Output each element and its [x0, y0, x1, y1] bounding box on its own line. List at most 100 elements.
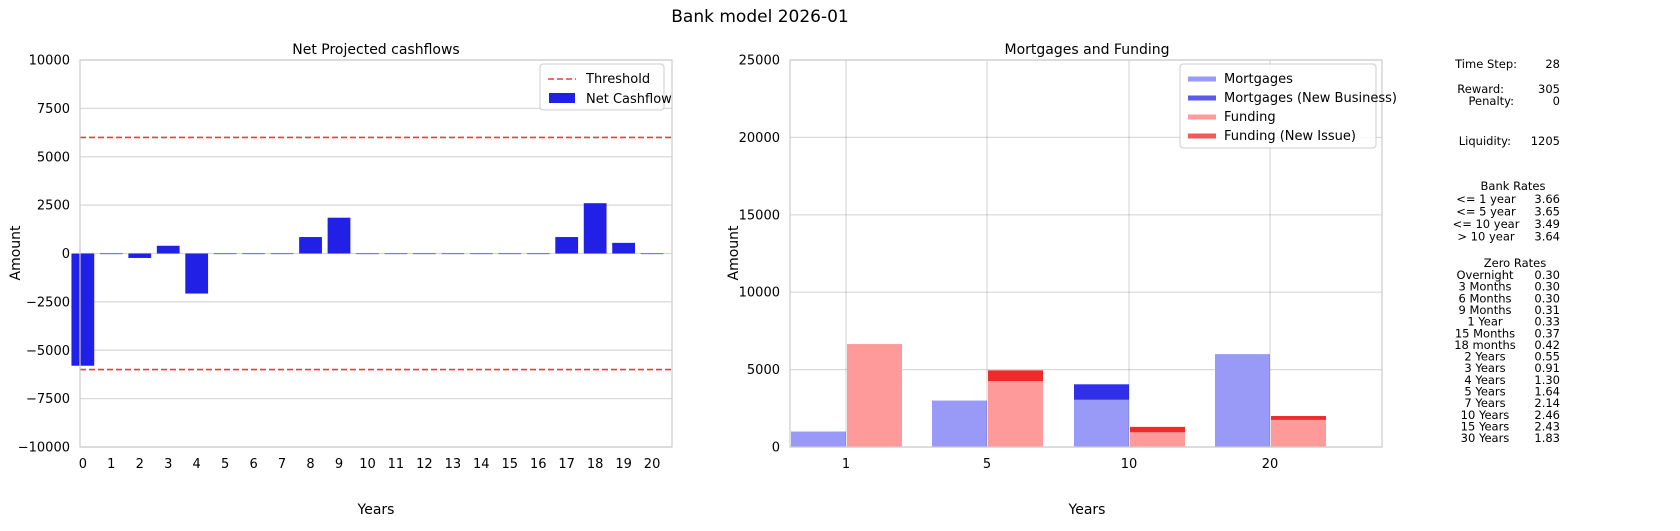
chart1-x-tick-label: 8 — [306, 457, 314, 472]
zero-rate-value: 1.64 — [1534, 385, 1560, 399]
zero-rate-value: 0.33 — [1534, 315, 1560, 329]
chart2-bars — [791, 344, 1326, 447]
chart1-y-tick-label: 5000 — [37, 150, 70, 165]
bank-rates-title: Bank Rates — [1481, 179, 1546, 193]
mortgages-new-business-bar — [1074, 384, 1129, 400]
penalty-value: 0 — [1553, 94, 1560, 108]
net-cashflow-bar — [356, 253, 379, 255]
liquidity-value: 1205 — [1531, 134, 1560, 148]
chart1-y-tick-label: 2500 — [37, 199, 70, 214]
funding-bar — [1130, 432, 1185, 447]
chart1-frame — [79, 59, 673, 448]
zero-rate-label: 9 Months — [1458, 303, 1511, 317]
chart1-x-tick-label: 20 — [644, 457, 661, 472]
chart1-title: Net Projected cashflows — [292, 42, 459, 58]
bank-rate-label: <= 5 year — [1456, 205, 1516, 219]
mortgages-bar — [1215, 354, 1270, 447]
funding-legend-label: Funding — [1224, 110, 1276, 125]
zero-rate-value: 2.14 — [1534, 396, 1560, 410]
funding-new-issue-bar — [988, 370, 1043, 382]
zero-rate-label: 2 Years — [1464, 350, 1505, 364]
zero-rate-label: 15 Years — [1461, 419, 1510, 433]
net-cashflow-legend-label: Net Cashflow — [586, 92, 672, 107]
zero-rate-value: 0.91 — [1534, 361, 1560, 375]
zero-rate-label: 10 Years — [1461, 408, 1510, 422]
zero-rate-label: 5 Years — [1464, 385, 1505, 399]
zero-rate-label: 6 Months — [1458, 291, 1511, 305]
net-cashflow-bar — [498, 253, 522, 255]
chart2-x-tick-label: 10 — [1121, 457, 1138, 472]
bank-rate-label: > 10 year — [1457, 230, 1515, 244]
zero-rates-title: Zero Rates — [1484, 256, 1546, 270]
bank-rate-value: 3.66 — [1534, 192, 1560, 206]
mortgages-funding-chart: Mortgages and Funding 250002000015000100… — [726, 42, 1397, 518]
bank-rate-value: 3.49 — [1534, 217, 1560, 231]
zero-rate-value: 0.31 — [1534, 303, 1560, 317]
zero-rate-label: 4 Years — [1464, 373, 1505, 387]
chart1-x-tick-label: 5 — [221, 457, 229, 472]
chart2-y-tick-label: 10000 — [739, 286, 780, 301]
chart2-x-ticks: 1 5 10 20 — [842, 457, 1278, 472]
net-cashflow-bar — [270, 253, 294, 255]
chart2-x-tick-label: 5 — [983, 457, 991, 472]
net-cashflow-chart: Net Projected cashflows 1000075005000250… — [8, 42, 673, 518]
chart1-x-tick-label: 9 — [335, 457, 343, 472]
zero-rate-label: Overnight — [1456, 268, 1514, 282]
mortgages-bar — [932, 400, 987, 447]
chart1-y-tick-label: 0 — [62, 247, 70, 262]
chart1-y-tick-label: −5000 — [26, 344, 70, 359]
mortgages-bar — [1074, 399, 1129, 447]
bank-rates-table: <= 1 year 3.66 <= 5 year 3.65 <= 10 year 3.49… — [1453, 192, 1560, 244]
mortgages-bar — [791, 431, 846, 447]
zero-rate-value: 0.42 — [1534, 338, 1560, 352]
net-cashflow-bar — [128, 253, 152, 258]
chart1-y-tick-label: −10000 — [18, 441, 70, 456]
chart1-x-tick-label: 4 — [193, 457, 201, 472]
chart1-x-tick-label: 10 — [359, 457, 376, 472]
net-cashflow-bar — [612, 242, 635, 254]
net-cashflow-bar — [555, 237, 579, 254]
net-cashflow-bar — [327, 217, 351, 254]
chart1-x-tick-label: 15 — [501, 457, 518, 472]
chart2-y-tick-label: 25000 — [739, 54, 780, 69]
penalty-label: Penalty: — [1469, 94, 1514, 108]
funding-bar — [1271, 419, 1326, 447]
chart2-y-tick-label: 20000 — [739, 131, 780, 146]
chart1-x-axis-label: Years — [357, 502, 395, 518]
chart2-x-axis-label: Years — [1068, 502, 1106, 518]
net-cashflow-bar — [526, 253, 550, 255]
chart2-y-ticks: 25000 20000 15000 10000 5000 0 — [739, 54, 780, 456]
chart2-y-tick-label: 5000 — [747, 363, 780, 378]
zero-rate-value: 0.55 — [1534, 350, 1560, 364]
threshold-legend-label: Threshold — [585, 72, 650, 87]
chart1-x-tick-label: 19 — [615, 457, 632, 472]
reward-label: Reward: — [1457, 82, 1504, 96]
funding-new-issue-bar — [1130, 426, 1185, 433]
net-cashflow-bar — [413, 253, 436, 255]
funding-bar — [847, 344, 902, 447]
chart2-y-tick-label: 15000 — [739, 208, 780, 223]
bank-rate-label: <= 1 year — [1456, 192, 1516, 206]
zero-rate-label: 30 Years — [1461, 431, 1510, 445]
chart2-legend-box — [1179, 63, 1377, 149]
net-cashflow-bar — [299, 237, 322, 254]
zero-rate-value: 0.30 — [1534, 280, 1560, 294]
net-cashflow-bar — [185, 253, 209, 294]
chart1-legend: Threshold Net Cashflow — [539, 63, 672, 111]
chart2-y-tick-label: 0 — [772, 441, 780, 456]
figure-title: Bank model 2026-01 — [671, 7, 848, 27]
chart1-x-ticks: 0 1 2 3 4 5 6 7 8 9 10 11 12 13 14 15 16 17 18 19 20 — [79, 457, 661, 472]
bank-rate-label: <= 10 year — [1453, 217, 1520, 231]
chart1-bars — [71, 203, 664, 366]
chart1-y-tick-label: 7500 — [37, 102, 70, 117]
zero-rate-label: 7 Years — [1464, 396, 1505, 410]
zero-rate-label: 1 Year — [1467, 315, 1503, 329]
chart1-x-tick-label: 6 — [249, 457, 257, 472]
chart1-y-tick-label: −2500 — [26, 295, 70, 310]
bank-rate-value: 3.64 — [1534, 230, 1560, 244]
chart1-y-ticks: 10000 7500 5000 2500 0 −2500 −5000 −7500 −10000 — [18, 54, 70, 456]
chart1-y-axis-label: Amount — [8, 225, 24, 281]
chart1-x-tick-label: 16 — [530, 457, 547, 472]
funding-new-issue-legend-label: Funding (New Issue) — [1224, 129, 1356, 144]
